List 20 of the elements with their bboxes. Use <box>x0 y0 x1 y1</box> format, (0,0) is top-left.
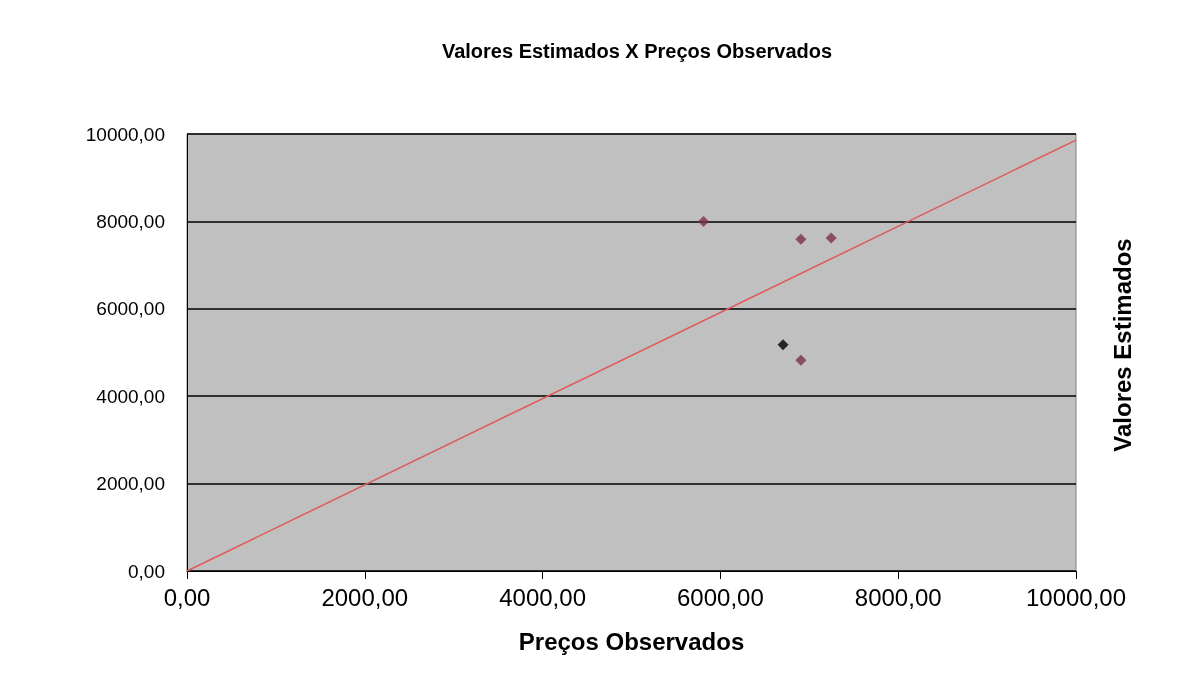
point <box>825 232 837 244</box>
y-tick-label: 2000,00 <box>96 473 165 495</box>
y-tick-label: 6000,00 <box>96 298 165 320</box>
x-tick-label: 2000,00 <box>321 583 409 611</box>
x-tick-label: 0,00 <box>163 583 211 611</box>
x-tick-label: 4000,00 <box>499 583 586 611</box>
chart-title: Valores Estimados X Preços Observados <box>441 40 833 62</box>
y-tick-label: 8000,00 <box>96 210 165 232</box>
point <box>698 215 710 227</box>
x-tick-label: 10000,00 <box>1025 583 1127 611</box>
x-axis-title: Preços Observados <box>518 627 745 655</box>
y-tick-label: 0,00 <box>128 560 165 582</box>
y-tick-label: 10000,00 <box>85 123 165 145</box>
point <box>795 354 807 366</box>
point <box>795 233 807 245</box>
point <box>777 339 789 351</box>
y-axis-title: Valores Estimados <box>1108 238 1136 452</box>
x-tick-label: 6000,00 <box>677 583 764 611</box>
x-tick-label: 8000,00 <box>854 583 942 611</box>
y-tick-label: 4000,00 <box>96 385 165 407</box>
